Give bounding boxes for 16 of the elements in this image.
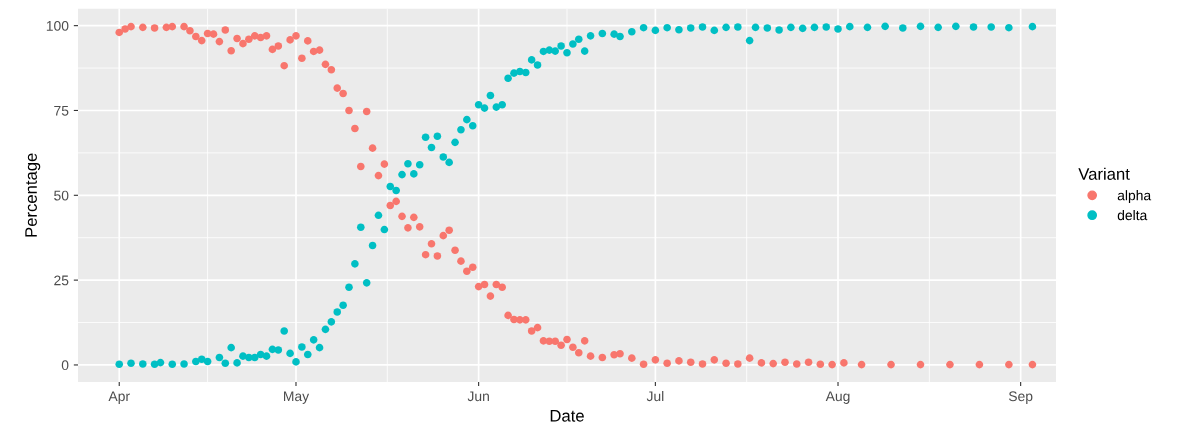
y-axis-title: Percentage [25, 153, 41, 237]
legend-label: delta [1117, 210, 1148, 221]
x-tick-label: Jun [467, 391, 489, 402]
x-axis-title: Date [550, 410, 584, 422]
x-tick-label: May [284, 391, 310, 404]
legend-title: Variant [1078, 167, 1130, 180]
x-tick-label: Jul [646, 390, 664, 402]
x-tick-label: Sep [1008, 391, 1033, 404]
x-tick-label: Aug [825, 391, 850, 404]
y-tick-label: 0 [61, 360, 69, 371]
y-tick-label: 50 [54, 190, 69, 201]
legend-label: alpha [1117, 190, 1152, 204]
y-tick-label: 75 [54, 105, 69, 116]
x-tick-label: Apr [108, 391, 130, 404]
y-tick-label: 25 [54, 275, 69, 286]
y-tick-label: 100 [46, 20, 69, 31]
